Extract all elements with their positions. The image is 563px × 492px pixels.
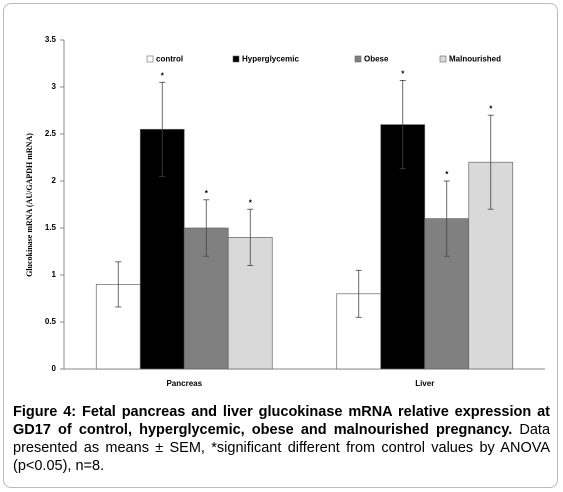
y-tick-label: 3.5 [45, 35, 57, 44]
y-tick-label: 0.5 [45, 317, 57, 326]
caption-text: Data presented as means ± SEM, *signific… [13, 422, 551, 474]
caption: Figure 4: Fetal pancreas and liver gluco… [13, 403, 550, 475]
legend-swatch [439, 55, 447, 63]
significance-mark: * [161, 71, 165, 80]
y-tick-label: 0 [52, 364, 57, 373]
x-tick-label: Pancreas [166, 379, 202, 388]
figure-frame [3, 3, 558, 488]
legend-label: Obese [364, 55, 389, 64]
caption-title: Figure 4: Fetal pancreas and liver gluco… [13, 404, 550, 438]
y-tick-label: 2.5 [45, 129, 57, 138]
significance-mark: * [445, 170, 449, 179]
legend-label: Malnourished [449, 55, 501, 64]
significance-mark: * [249, 198, 253, 207]
legend-label: control [156, 55, 183, 64]
y-tick-label: 1 [52, 270, 57, 279]
y-tick-label: 3 [52, 82, 57, 91]
significance-mark: * [401, 70, 405, 79]
legend-swatch [354, 55, 362, 63]
significance-mark: * [205, 189, 209, 198]
x-tick-label: Liver [415, 379, 434, 388]
significance-mark: * [489, 104, 493, 113]
legend-swatch [232, 55, 240, 63]
y-tick-label: 2 [52, 176, 57, 185]
y-axis-label: Glucokinase mRNA (AU/GAPDH mRNA) [25, 133, 34, 277]
legend-swatch [146, 55, 154, 63]
y-tick-label: 1.5 [45, 223, 57, 232]
chart: Glucokinase mRNA (AU/GAPDH mRNA) 0 0.5 1 1.… [25, 35, 545, 388]
legend-label: Hyperglycemic [242, 55, 299, 64]
